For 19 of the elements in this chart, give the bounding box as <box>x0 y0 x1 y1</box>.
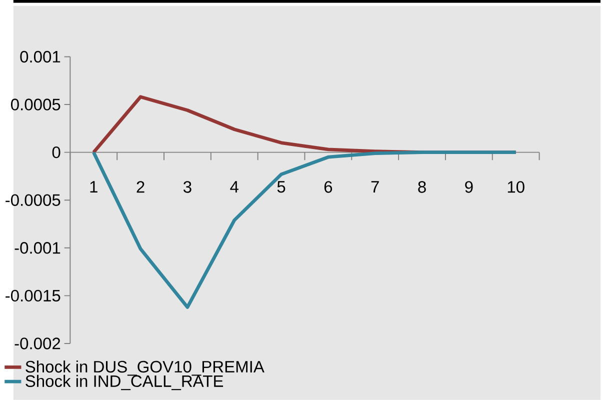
x-tick-label: 7 <box>371 181 379 193</box>
x-tick-label: 6 <box>324 181 332 193</box>
x-tick-label: 3 <box>183 181 192 193</box>
y-tick-label: 0.0005 <box>11 98 60 110</box>
y-tick-label: -0.0015 <box>6 290 60 302</box>
x-tick-label: 2 <box>136 181 144 193</box>
y-tick-label: 0.001 <box>20 50 60 63</box>
x-tick-label: 1 <box>90 181 98 193</box>
y-tick-label: -0.0005 <box>6 194 60 206</box>
y-tick-label: -0.001 <box>14 242 60 254</box>
x-tick-label: 4 <box>230 181 238 193</box>
legend-label: Shock in DUS_GOV10_PREMIA <box>26 360 264 376</box>
x-tick-label: 9 <box>465 181 473 193</box>
x-tick-label: 10 <box>508 181 524 193</box>
x-tick-label: 8 <box>418 181 426 193</box>
y-tick-label: -0.002 <box>14 338 60 350</box>
x-tick-label: 5 <box>277 181 286 193</box>
y-tick-label: 0 <box>52 146 60 158</box>
legend-label: Shock in IND_CALL_RATE <box>26 374 224 390</box>
